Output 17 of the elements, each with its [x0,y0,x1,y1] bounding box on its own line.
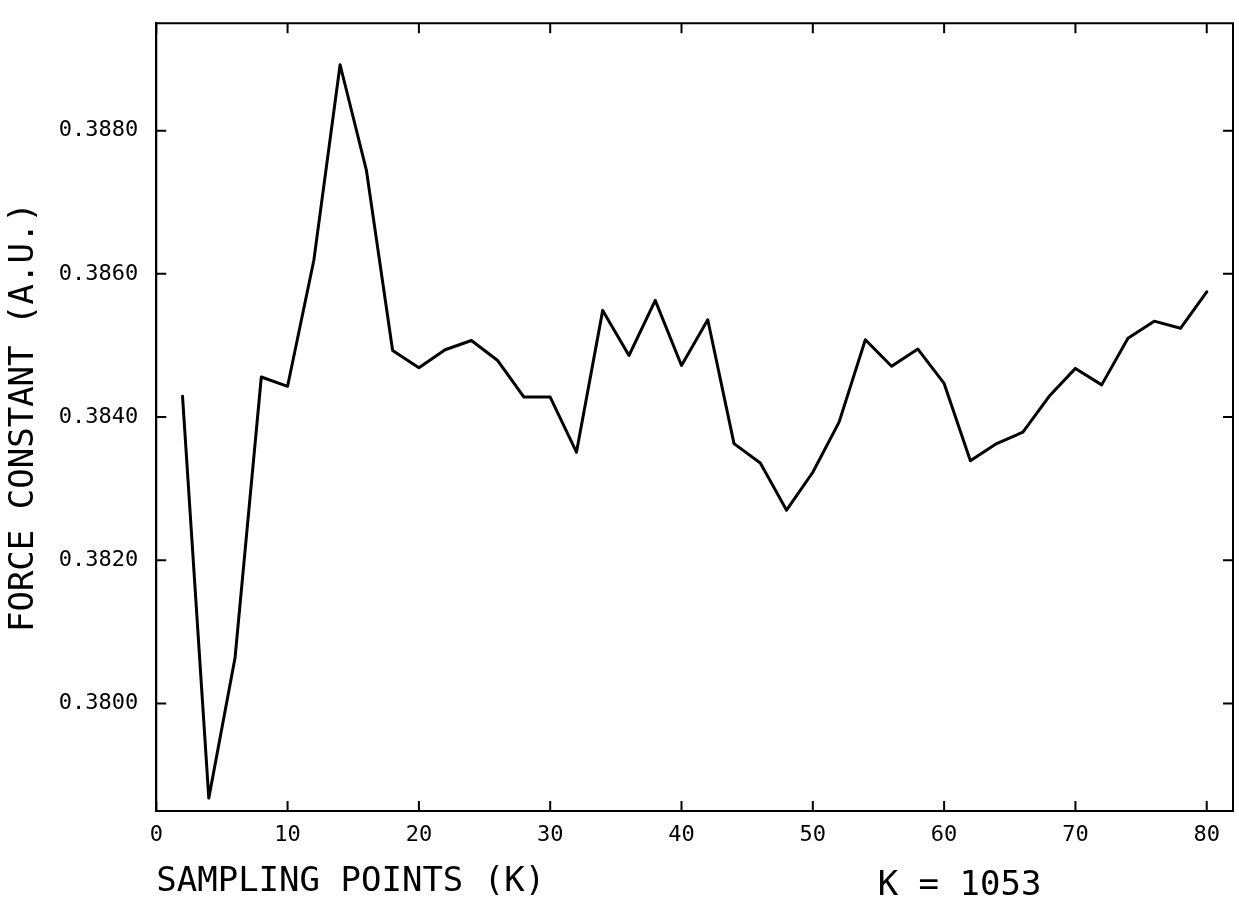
x-axis-title: SAMPLING POINTS (K) [156,859,546,900]
x-tick-label: 20 [405,820,433,846]
y-tick-label: 0.3840 [58,402,139,428]
text: K = 1053 [877,862,1042,903]
x-tick-label: 10 [274,820,301,846]
x-tick-label: 0 [149,820,163,846]
x-tick-label: 40 [668,820,695,846]
x-tick-label: 50 [799,820,827,846]
y-tick-label: 0.3820 [58,546,139,572]
x-tick-label: 60 [930,820,958,846]
y-tick-label: 0.3880 [58,116,139,142]
y-tick-label: 0.3800 [58,689,139,715]
x-tick-label: 30 [536,820,564,846]
y-axis-title: FORCE CONSTANT (A.U.) [1,202,42,633]
y-tick-label: 0.3860 [58,259,139,285]
x-tick-label: 80 [1193,820,1220,846]
x-tick-label: 70 [1062,820,1089,846]
